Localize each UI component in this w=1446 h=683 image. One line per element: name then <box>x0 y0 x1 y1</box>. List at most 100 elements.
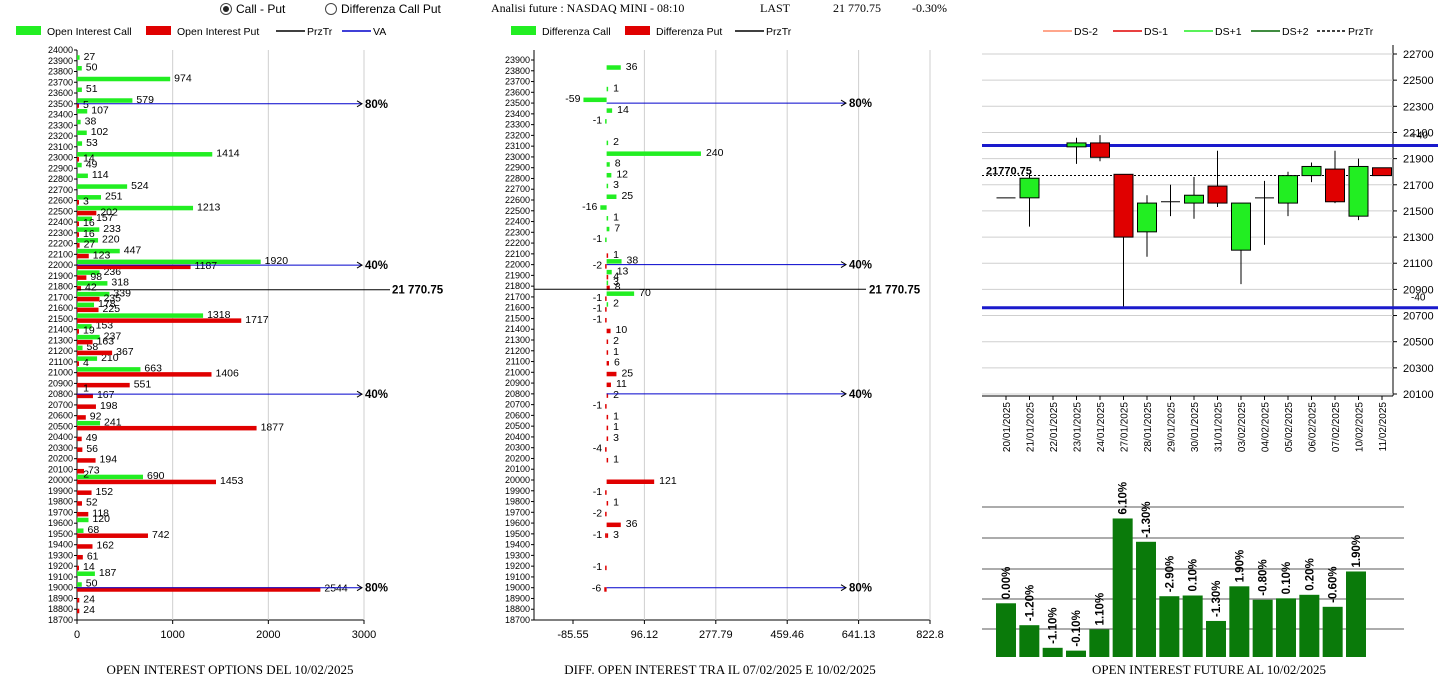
radio-call-put[interactable]: Call - Put <box>220 2 285 16</box>
call-value-label: 339 <box>113 287 131 299</box>
diff-put-bar <box>604 587 607 592</box>
diff-call-label: 70 <box>639 287 651 299</box>
diff-put-label: 1 <box>613 346 619 358</box>
radio-selected-icon <box>220 3 232 15</box>
diff-put-label: 2 <box>613 335 619 347</box>
diff-put-bar <box>605 490 607 495</box>
strike-tick-label: 22500 <box>505 206 530 216</box>
legend-label: PrzTr <box>307 26 333 38</box>
strike-tick-label: 22400 <box>48 217 73 227</box>
put-bar <box>77 307 99 313</box>
put-bar <box>77 275 87 280</box>
strike-tick-label: 18900 <box>505 593 530 603</box>
call-bar <box>77 195 102 200</box>
strike-tick-label: 23200 <box>505 130 530 140</box>
strike-tick-label: 21600 <box>505 303 530 313</box>
future-oi-pct-label: -0.10% <box>1071 610 1083 646</box>
price-tick-label: 21100 <box>1403 258 1433 270</box>
level-arrow-icon <box>356 390 363 398</box>
future-oi-bar <box>1252 599 1273 657</box>
future-oi-bar <box>1112 518 1133 657</box>
strike-tick-label: 22600 <box>48 196 73 206</box>
put-value-label: 162 <box>96 540 114 552</box>
diff-call-label: 36 <box>626 61 638 73</box>
prztr-label: 21770.75 <box>986 166 1032 178</box>
diff-call-bar <box>606 172 612 178</box>
put-value-label: 16 <box>83 228 95 240</box>
strike-tick-label: 20700 <box>505 400 530 410</box>
put-value-label: 98 <box>90 271 102 283</box>
put-value-label: 5 <box>83 99 89 111</box>
strike-tick-label: 21700 <box>48 292 73 302</box>
call-bar <box>77 66 82 71</box>
level-label: 40% <box>365 260 388 272</box>
price-tick-label: 20300 <box>1403 363 1434 375</box>
future-oi-bar <box>1182 595 1203 657</box>
diff-put-bar <box>606 425 609 431</box>
put-value-label: 152 <box>96 486 114 498</box>
price-tick-label: 21900 <box>1403 154 1434 166</box>
strike-tick-label: 22800 <box>48 174 73 184</box>
diff-call-label: 7 <box>614 222 620 234</box>
call-value-label: 974 <box>174 72 192 84</box>
call-bar <box>77 334 100 340</box>
diff-call-bar <box>606 269 612 275</box>
call-value-label: 53 <box>86 137 98 149</box>
x-tick-label: 96.12 <box>631 629 659 641</box>
put-value-label: 163 <box>97 335 115 347</box>
date-tick-label: 31/01/2025 <box>1214 402 1225 452</box>
strike-tick-label: 21100 <box>49 357 73 367</box>
call-bar <box>77 356 98 361</box>
diff-call-label: 8 <box>615 158 621 170</box>
legend-label: DS+2 <box>1282 26 1309 38</box>
call-value-label: 579 <box>136 94 154 106</box>
put-value-label: 56 <box>86 443 98 455</box>
diff-put-label: 8 <box>615 281 621 293</box>
legend-label: DS+1 <box>1215 26 1242 38</box>
diff-put-bar <box>605 317 607 323</box>
diff-put-bar <box>606 457 609 463</box>
future-oi-bar <box>1089 629 1110 657</box>
call-value-label: 120 <box>92 513 110 525</box>
diff-put-bar <box>606 350 609 355</box>
put-value-label: 1453 <box>220 475 244 487</box>
strike-tick-label: 20100 <box>48 464 73 474</box>
date-tick-label: 07/02/2025 <box>1331 402 1342 452</box>
put-bar <box>77 479 217 485</box>
diff-put-label: -1 <box>593 313 602 325</box>
diff-call-label: 2 <box>613 136 619 148</box>
level-arrow-icon <box>356 261 363 269</box>
diff-put-label: 25 <box>621 367 633 379</box>
put-value-label: 1406 <box>216 368 240 380</box>
diff-put-label: -1 <box>593 400 602 412</box>
strike-tick-label: 22900 <box>48 163 73 173</box>
call-value-label: 157 <box>96 212 114 224</box>
legend-swatch <box>146 26 171 35</box>
x-tick-label: 3000 <box>352 629 376 641</box>
call-bar <box>77 205 194 211</box>
future-oi-pct-label: -1.10% <box>1048 607 1060 643</box>
strike-tick-label: 19100 <box>505 572 530 582</box>
strike-tick-label: 23600 <box>505 87 530 97</box>
strike-tick-label: 18800 <box>48 604 73 614</box>
price-tick-label: 20100 <box>1403 389 1434 401</box>
radio-diff-call-put[interactable]: Differenza Call Put <box>325 2 441 16</box>
call-value-label: 251 <box>105 191 123 203</box>
diff-put-bar <box>605 565 607 571</box>
strike-tick-label: 23300 <box>48 120 73 130</box>
date-tick-label: 06/02/2025 <box>1308 402 1319 452</box>
diff-call-bar <box>606 216 609 221</box>
candle-body <box>1137 202 1157 233</box>
x-tick-label: 1000 <box>160 629 184 641</box>
diff-put-bar <box>605 404 607 409</box>
level-arrow-icon <box>840 390 847 398</box>
diff-put-bar <box>606 436 609 441</box>
put-bar <box>77 565 79 571</box>
call-value-label: 233 <box>103 223 121 235</box>
diff-put-label: -1 <box>593 292 602 304</box>
strike-tick-label: 21600 <box>48 303 73 313</box>
last-label: LAST <box>760 1 790 15</box>
strike-tick-label: 20500 <box>48 421 73 431</box>
future-oi-bar <box>1299 594 1320 657</box>
call-value-label: 51 <box>86 83 98 95</box>
